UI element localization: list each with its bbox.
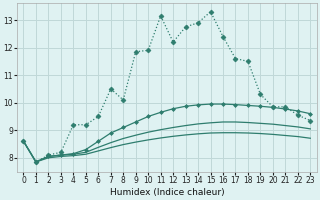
X-axis label: Humidex (Indice chaleur): Humidex (Indice chaleur) <box>109 188 224 197</box>
